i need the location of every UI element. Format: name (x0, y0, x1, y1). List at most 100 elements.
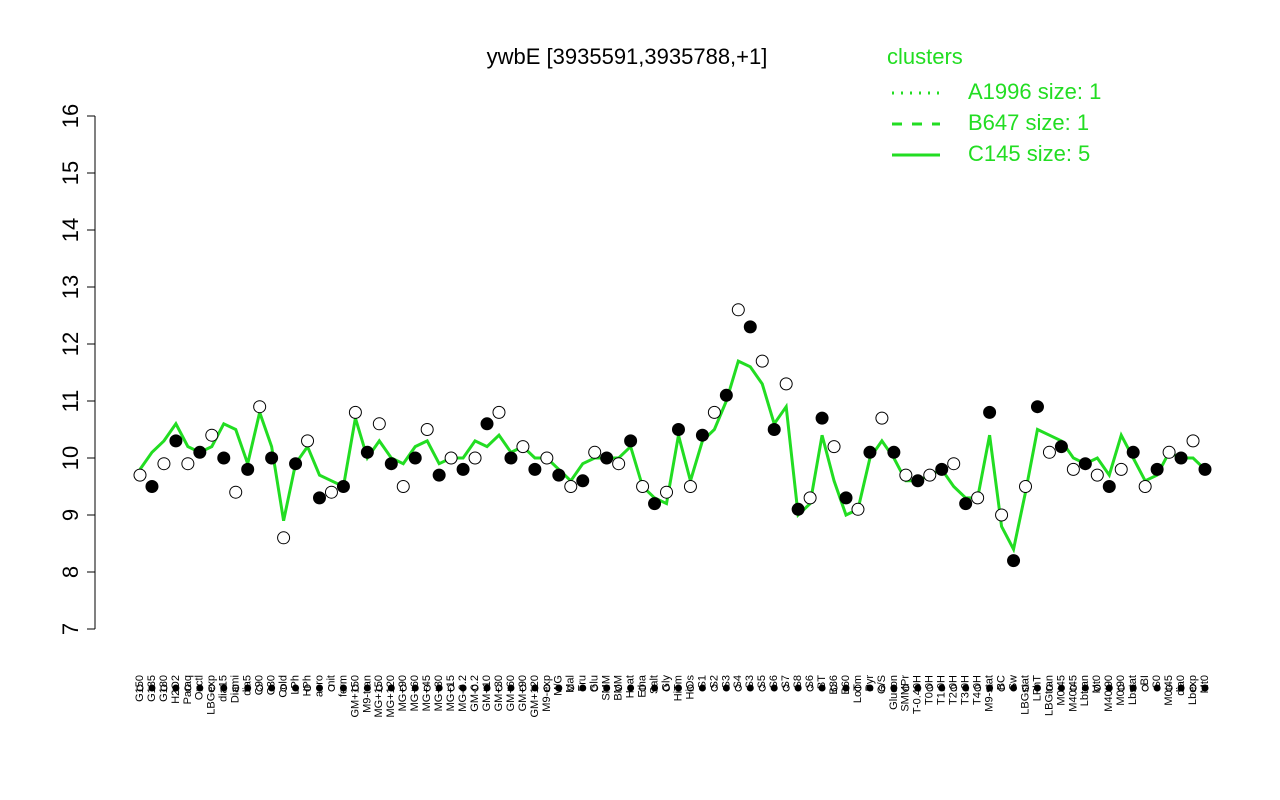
category-marker (663, 684, 671, 692)
data-point (289, 457, 303, 471)
category-marker (1093, 684, 1101, 692)
data-point (1162, 445, 1176, 459)
y-tick-label: 12 (58, 332, 83, 356)
category-marker (220, 684, 228, 692)
data-point (1078, 457, 1092, 471)
x-tick-label: Pyr (864, 675, 876, 692)
x-tick-label: GM+30 (493, 675, 505, 711)
data-point (995, 508, 1009, 522)
category-marker (172, 684, 180, 692)
x-tick-label: C90 (254, 675, 266, 695)
y-tick-label: 11 (58, 390, 83, 413)
x-tick-label: H2O2 (170, 675, 182, 704)
x-tick-label: T0.0H (924, 675, 936, 705)
data-point (815, 411, 829, 425)
y-tick-label: 14 (58, 218, 83, 242)
data-point (612, 457, 626, 471)
x-tick-label: Etha (636, 674, 648, 698)
x-tick-label: S1 (696, 675, 708, 688)
x-tick-label: Glucon (888, 675, 900, 710)
category-marker (435, 684, 443, 692)
x-tick-label: GM+150 (349, 675, 361, 718)
x-tick-label: LPh (289, 675, 301, 695)
x-tick-label: Glu (589, 675, 601, 692)
x-tick-label: S0 (1151, 675, 1163, 688)
category-marker (244, 684, 252, 692)
data-point (671, 423, 685, 436)
x-tick-label: HPh (301, 675, 313, 696)
x-tick-label: B60 (840, 675, 852, 695)
legend-label: C145 size: 5 (968, 141, 1090, 166)
x-tick-label: GM+10 (481, 675, 493, 711)
data-point (1126, 445, 1140, 459)
category-marker (304, 684, 312, 692)
category-marker (818, 684, 826, 692)
x-tick-label: LPhT (1031, 675, 1043, 702)
data-point (360, 445, 374, 459)
category-marker (531, 684, 539, 692)
data-point (1054, 440, 1068, 454)
category-marker (1141, 684, 1149, 692)
y-tick-label: 13 (58, 275, 83, 299)
data-point (600, 451, 614, 465)
y-tick-label: 16 (58, 104, 83, 128)
x-tick-label: Lbtran (1079, 675, 1091, 706)
category-marker (471, 684, 479, 692)
x-tick-label: M/G (553, 675, 565, 696)
category-marker (387, 684, 395, 692)
data-point (420, 423, 434, 436)
x-tick-label: B36 (828, 675, 840, 695)
x-tick-label: BI (1139, 675, 1151, 685)
data-point (839, 491, 853, 505)
x-tick-label: Cold (278, 675, 290, 698)
category-marker (148, 684, 156, 692)
data-point (947, 457, 961, 471)
category-marker (423, 684, 431, 692)
data-point (1007, 554, 1021, 568)
category-marker (746, 684, 754, 692)
x-tick-label: Lbstat (1127, 675, 1139, 705)
data-point (1138, 480, 1152, 493)
data-point (791, 502, 805, 516)
data-point (217, 451, 231, 465)
data-point (959, 497, 973, 511)
category-marker (447, 684, 455, 692)
data-point (492, 405, 506, 419)
x-tick-label: GM+60 (505, 675, 517, 711)
data-point (887, 445, 901, 459)
category-marker (1033, 684, 1041, 692)
x-tick-label: S7 (780, 675, 792, 688)
x-tick-label: S3 (744, 675, 756, 688)
category-marker (950, 684, 958, 692)
x-tick-label: G150 (134, 675, 146, 702)
data-point (181, 457, 195, 471)
x-tick-label: S8 (792, 675, 804, 688)
x-tick-label: LoTm (852, 675, 864, 703)
x-tick-label: M0t45 (1055, 675, 1067, 706)
data-point (480, 417, 494, 431)
x-tick-label: M0t90 (1115, 675, 1127, 706)
category-marker (1010, 684, 1018, 692)
x-tick-label: LBGstat (1019, 675, 1031, 715)
category-marker (1129, 684, 1137, 692)
category-marker (591, 684, 599, 692)
data-point (133, 468, 147, 482)
data-point (324, 485, 338, 499)
category-marker (519, 684, 527, 692)
category-marker (543, 684, 551, 692)
x-tick-label: M0t45 (1163, 675, 1175, 706)
x-tick-label: MG+120 (385, 675, 397, 718)
data-point (1186, 434, 1200, 448)
category-marker (734, 684, 742, 692)
data-point (336, 480, 350, 493)
y-tick-label: 10 (58, 446, 83, 470)
data-point (408, 451, 422, 465)
x-tick-label: Lbexp (1187, 675, 1199, 705)
x-tick-label: Mal (565, 675, 577, 693)
data-point (983, 405, 997, 419)
data-point (444, 451, 458, 465)
category-marker (758, 684, 766, 692)
category-marker (710, 684, 718, 692)
category-marker (1153, 684, 1161, 692)
